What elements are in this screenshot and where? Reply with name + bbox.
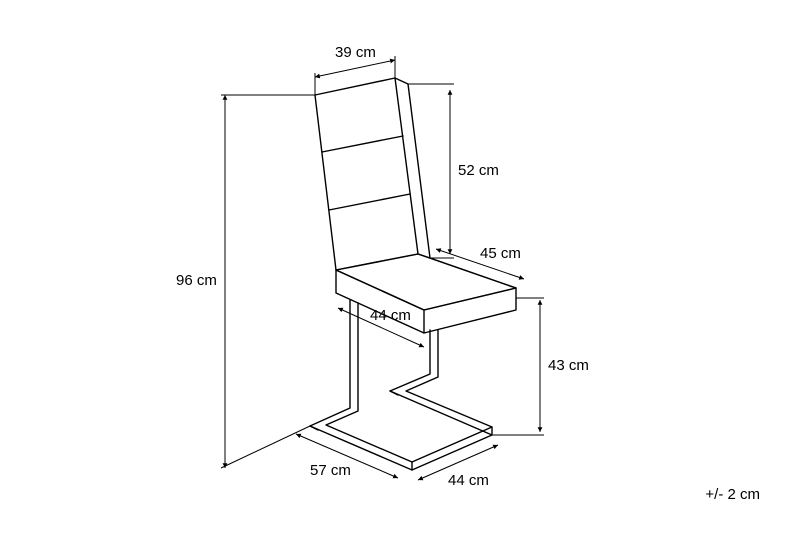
chair-outline: [310, 78, 516, 470]
tolerance-note: +/- 2 cm: [705, 486, 760, 503]
label-base-width: 44 cm: [448, 472, 489, 489]
dimension-labels: 39 cm 52 cm 45 cm 44 cm 43 cm 96 cm 57 c…: [176, 44, 589, 489]
label-back-top-width: 39 cm: [335, 44, 376, 61]
label-base-depth: 57 cm: [310, 462, 351, 479]
chair-dimension-diagram: 39 cm 52 cm 45 cm 44 cm 43 cm 96 cm 57 c…: [0, 0, 800, 533]
label-seat-height: 43 cm: [548, 357, 589, 374]
label-seat-depth: 45 cm: [480, 245, 521, 262]
label-seat-width: 44 cm: [370, 307, 411, 324]
label-back-height: 52 cm: [458, 162, 499, 179]
dimension-lines: [221, 56, 544, 480]
label-total-height: 96 cm: [176, 272, 217, 289]
